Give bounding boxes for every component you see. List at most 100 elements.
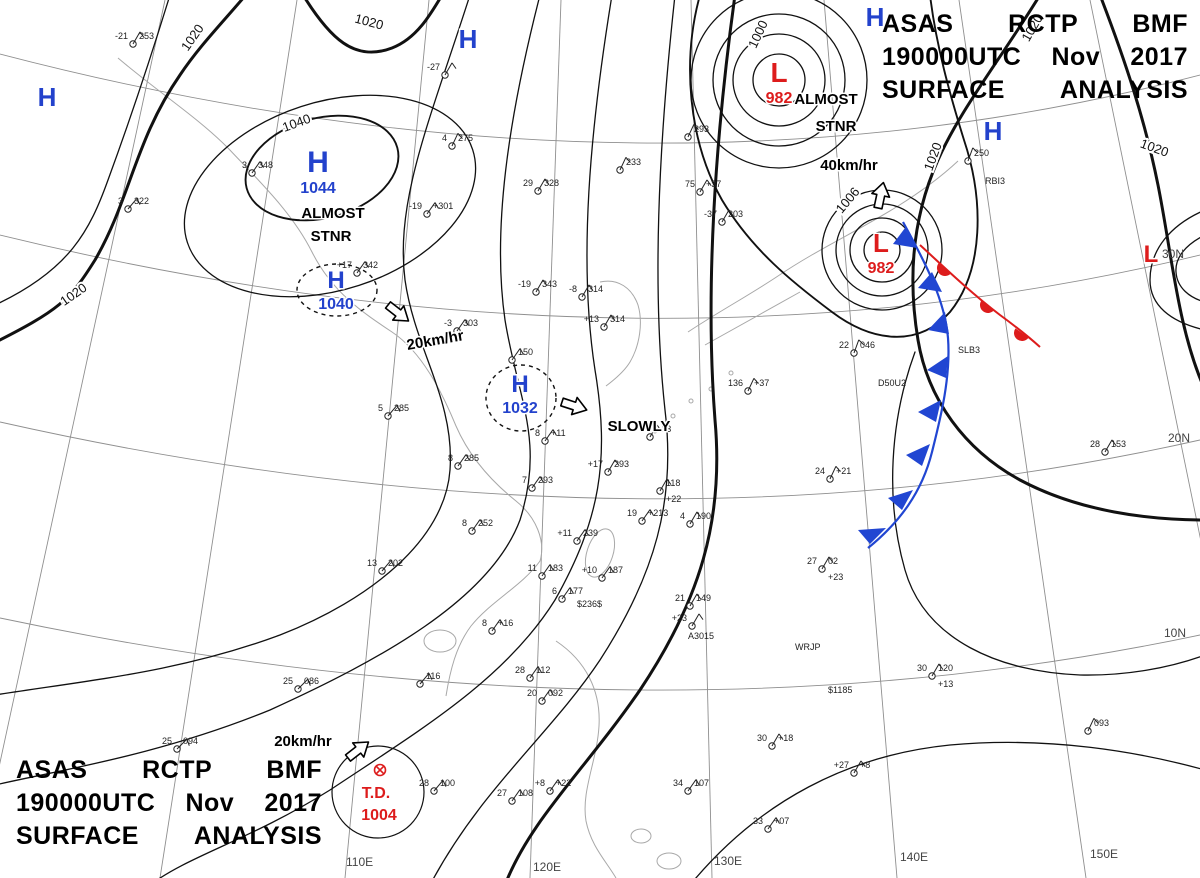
front-segment [927,356,948,378]
station-plot: 33 +07 [753,816,789,833]
station-plot: 5 285 [378,403,409,420]
station-value: 4 [680,511,685,521]
longitude-label: 130E [714,854,742,868]
chart-id: ASAS RCTP BMF [16,756,322,784]
isobar-line [863,231,901,269]
station-value: 177 [568,586,583,596]
title-block-top-right: ASAS RCTP BMF 190000UTC Nov 2017 SURFACE… [882,8,1188,107]
station-id-layer: D50U2 SLB3 RBI3 WRJP A3015 $1185 $236$ [577,176,1005,695]
station-value: 120 [938,663,953,673]
wind-barb-icon [619,157,627,171]
station-value: 25 [283,676,293,686]
station-value: 250 [974,148,989,158]
station-value: -21 [115,31,128,41]
pressure-value: 1032 [502,400,538,417]
pressure-value: 1040 [318,296,354,313]
station-plot: 4 190 [680,511,711,528]
dashed-ring [485,364,557,432]
station-value: 3 [242,160,247,170]
station-id: A3015 [688,631,714,641]
wind-barb-icon [541,564,551,577]
station-id: WRJP [795,642,821,652]
wind-barb-icon [457,454,467,467]
wind-barb-icon [176,738,188,750]
station-value: 183 [548,563,563,573]
wind-barb-icon [699,179,708,193]
station-value: 3 [118,196,123,206]
wind-barb-icon [465,454,470,461]
wind-barb-icon [853,339,860,354]
graticule-line [0,234,1200,319]
low-pressure-center: L [1142,240,1160,270]
isobar-label: 1020 [57,280,89,309]
wind-barb-icon [659,478,668,492]
wind-barb-icon [537,178,546,192]
coastline [227,147,543,697]
wind-barb-icon [544,178,550,185]
high-pressure-center: H 1040 [296,263,378,317]
wind-barb-icon [696,511,702,518]
station-value: +21 [836,466,851,476]
wind-barb-icon [251,161,261,174]
wind-barb-icon [601,566,611,579]
high-pressure-center: H [36,81,58,114]
station-plot: -37 203 [704,209,743,226]
wind-barb-icon [433,779,444,792]
low-pressure-center: L 982 [866,227,896,279]
station-value: 293 [538,475,553,485]
station-value: 29 [523,178,533,188]
isobar-line [331,745,425,839]
station-value: 092 [548,688,563,698]
station-value: 187 [608,565,623,575]
isobar-label: 1000 [745,18,771,51]
wind-barb-icon [588,284,594,291]
wind-barb-icon [434,202,439,209]
station-value: 30 [917,663,927,673]
wind-barb-icon [649,424,658,438]
td-pressure-value: 1004 [361,807,397,824]
high-symbol: H [511,371,528,398]
isobar-line [0,0,244,342]
front-segment [888,490,913,510]
station-value: 30 [757,733,767,743]
wind-barb-icon [614,459,620,466]
station-plot: 8 +13 [640,424,671,441]
coastline [688,398,694,404]
wind-barb-icon [649,509,654,516]
station-value: +22 [556,778,571,788]
isobar-label: 1020 [353,11,385,33]
station-id: D50U2 [878,378,906,388]
coastline-layer [117,57,959,878]
low-pressure-center: L 982 [764,56,794,109]
coastline [704,291,801,346]
wind-barb-icon [938,663,944,670]
wind-barb-icon [511,789,521,802]
station-plot: 118 +22 [656,478,681,504]
front-layer [858,221,1041,549]
station-value: 094 [183,736,198,746]
station-value: 293 [614,459,629,469]
station-value: 8 [535,428,540,438]
wind-barb-icon [689,593,698,607]
wind-barb-icon [479,519,484,526]
longitude-label: 150E [1090,847,1118,861]
station-value: -37 [704,209,717,219]
station-value: +8 [535,778,545,788]
wind-barb-icon [609,566,614,573]
station-plot: 30 +18 [757,733,793,750]
station-plot: 28 100 [419,778,455,795]
wind-barb-icon [835,465,841,472]
station-value: +17 [588,459,603,469]
graticule-line [159,0,298,878]
front-segment [919,244,1041,348]
wind-barb-icon [858,339,865,346]
axis-label-layer: 30N 20N 10N 110E 120E 130E 140E 150E [346,247,1190,874]
wind-barb-icon [828,556,834,563]
station-plot: +13 314 [584,314,625,331]
station-value: 314 [610,314,625,324]
station-value: +213 [648,508,668,518]
wind-barb-icon [387,404,398,417]
wind-barb-icon [491,619,501,632]
wind-barb-icon [451,62,457,69]
